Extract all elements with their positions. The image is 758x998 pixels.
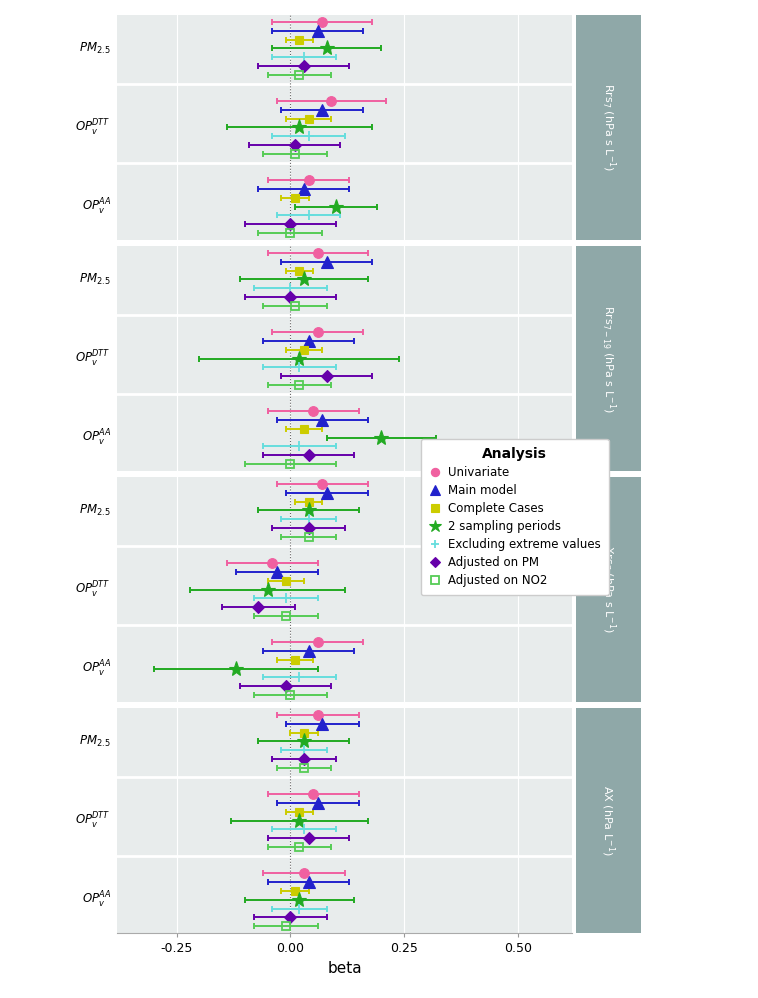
- Text: AX (hPa L$^{-1}$): AX (hPa L$^{-1}$): [600, 785, 617, 856]
- Text: Rrs$_7$ (hPa s L$^{-1}$): Rrs$_7$ (hPa s L$^{-1}$): [599, 84, 618, 172]
- Legend: Univariate, Main model, Complete Cases, 2 sampling periods, Excluding extreme va: Univariate, Main model, Complete Cases, …: [421, 439, 609, 596]
- Text: PM$_{2.5}$: PM$_{2.5}$: [79, 271, 111, 287]
- Text: OP$_v^{AA}$: OP$_v^{AA}$: [82, 659, 111, 679]
- X-axis label: beta: beta: [327, 961, 362, 976]
- Text: OP$_v^{DTT}$: OP$_v^{DTT}$: [75, 118, 111, 138]
- Text: OP$_v^{AA}$: OP$_v^{AA}$: [82, 889, 111, 910]
- Text: OP$_v^{AA}$: OP$_v^{AA}$: [82, 197, 111, 217]
- Text: OP$_v^{DTT}$: OP$_v^{DTT}$: [75, 810, 111, 830]
- Text: OP$_v^{AA}$: OP$_v^{AA}$: [82, 427, 111, 448]
- Text: PM$_{2.5}$: PM$_{2.5}$: [79, 734, 111, 749]
- Text: OP$_v^{DTT}$: OP$_v^{DTT}$: [75, 348, 111, 368]
- Text: OP$_v^{DTT}$: OP$_v^{DTT}$: [75, 580, 111, 600]
- Text: Xrs$_7$ (hPa s L$^{-1}$): Xrs$_7$ (hPa s L$^{-1}$): [599, 546, 618, 634]
- Text: PM$_{2.5}$: PM$_{2.5}$: [79, 503, 111, 518]
- Text: PM$_{2.5}$: PM$_{2.5}$: [79, 41, 111, 56]
- Text: Rrs$_{7-19}$ (hPa s L$^{-1}$): Rrs$_{7-19}$ (hPa s L$^{-1}$): [599, 304, 618, 412]
